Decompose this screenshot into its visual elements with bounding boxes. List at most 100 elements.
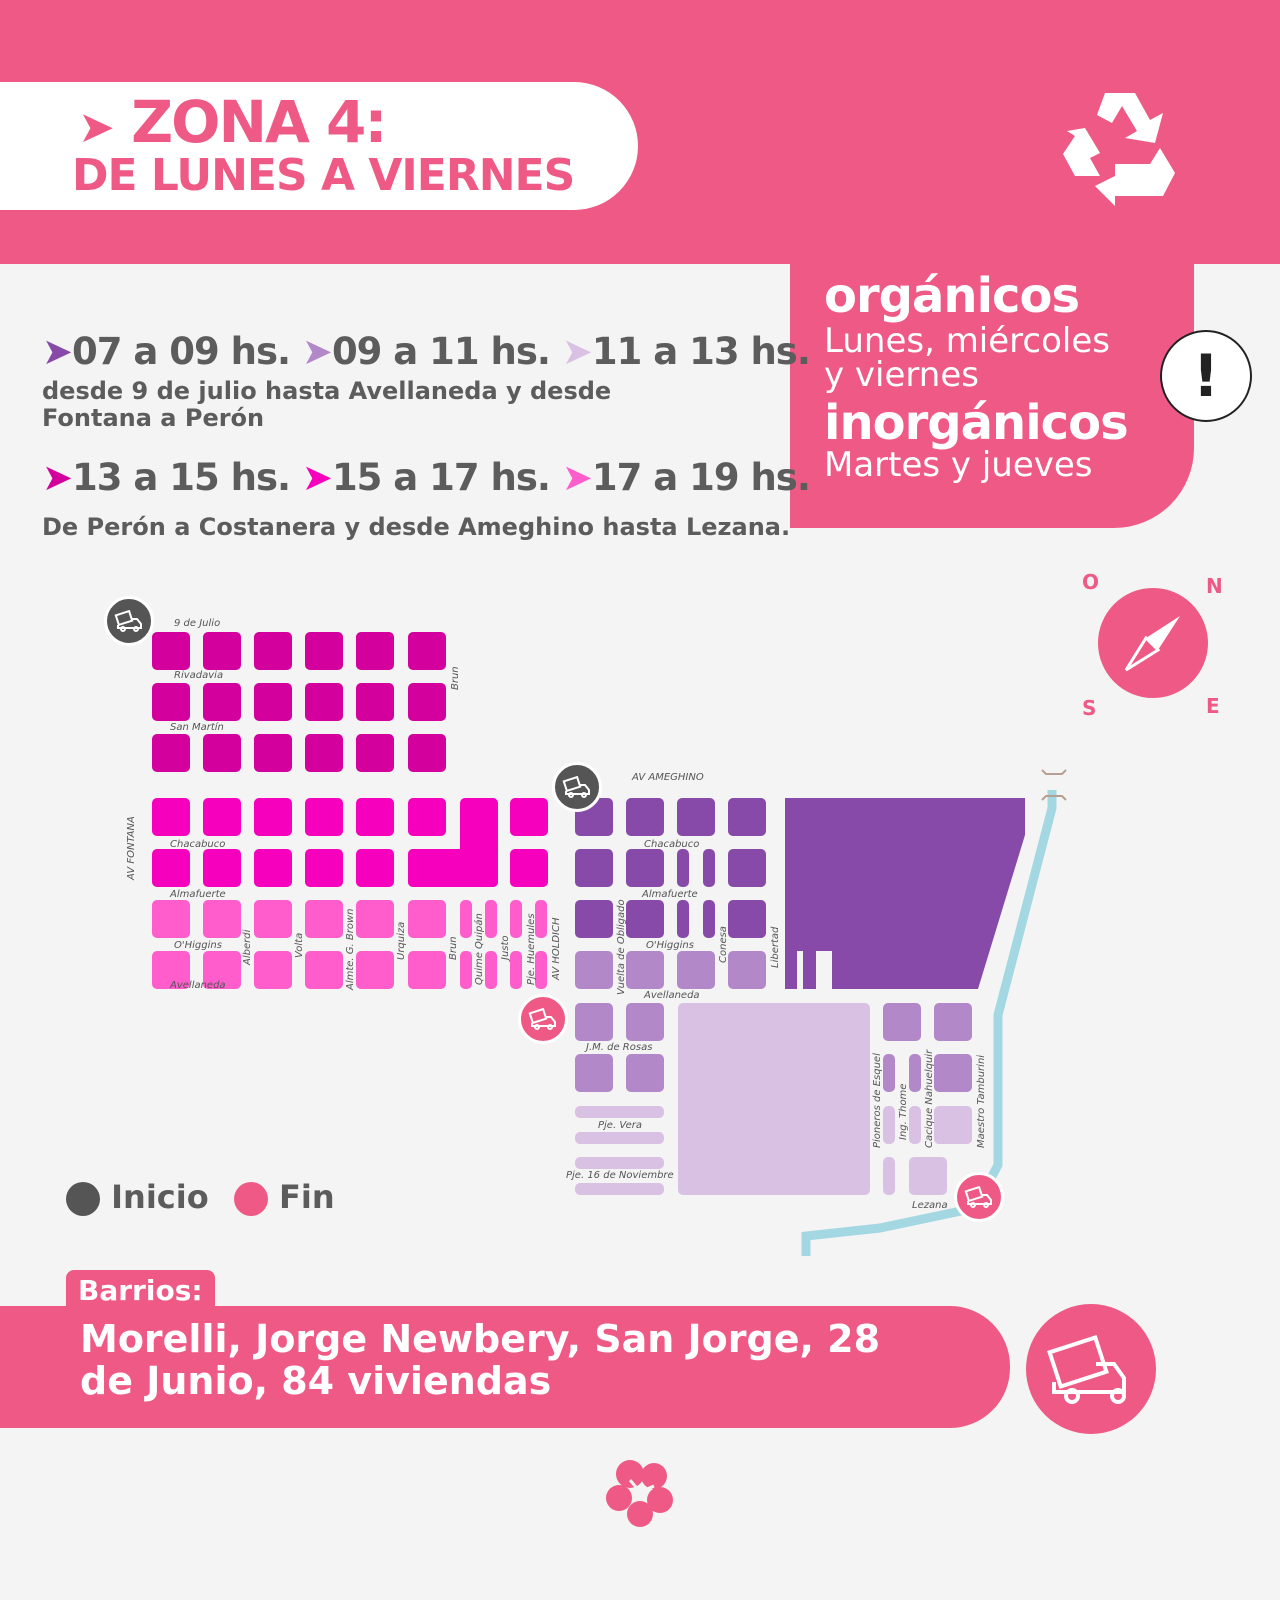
city-block bbox=[152, 849, 190, 887]
city-block bbox=[305, 951, 343, 989]
city-block bbox=[408, 900, 446, 938]
city-block bbox=[356, 734, 394, 772]
title-zone: ZONA 4: bbox=[131, 88, 388, 156]
collection-days: orgánicos Lunes, miércoles y viernes ino… bbox=[824, 268, 1129, 485]
slot: 13 a 15 hs. bbox=[72, 456, 291, 499]
city-block bbox=[510, 798, 548, 836]
organic-title: orgánicos bbox=[824, 268, 1080, 324]
city-block bbox=[460, 900, 472, 938]
street-label: Pje. Vera bbox=[598, 1120, 642, 1131]
street-label: Chacabuco bbox=[644, 839, 700, 850]
legend-end: Fin bbox=[279, 1178, 335, 1216]
street-label: Almafuerte bbox=[642, 889, 698, 900]
city-block bbox=[934, 1003, 972, 1041]
desc-line: desde 9 de julio hasta Avellaneda y desd… bbox=[42, 377, 612, 405]
inorganic-days: Martes y jueves bbox=[824, 445, 1093, 485]
city-block bbox=[152, 683, 190, 721]
street-label: Alberdi bbox=[242, 929, 253, 965]
schedule-row-2: ➤13 a 15 hs. ➤15 a 17 hs. ➤17 a 19 hs. bbox=[42, 456, 811, 499]
compass-west: O bbox=[1082, 570, 1100, 594]
street-label: Lezana bbox=[912, 1200, 948, 1211]
city-block bbox=[575, 1132, 664, 1144]
slot: 11 a 13 hs. bbox=[591, 330, 811, 373]
city-block bbox=[626, 900, 664, 938]
alert-icon: ! bbox=[1160, 330, 1252, 422]
street-label: AV FONTANA bbox=[126, 816, 137, 880]
city-block bbox=[305, 900, 343, 938]
city-block bbox=[575, 1003, 613, 1041]
city-block bbox=[305, 632, 343, 670]
arrow-icon: ➤ bbox=[78, 102, 115, 153]
city-block bbox=[728, 849, 766, 887]
street-label: Pje. 16 de Noviembre bbox=[566, 1170, 674, 1181]
street-label: Avellaneda bbox=[644, 990, 700, 1001]
arrow-icon: ➤ bbox=[42, 330, 73, 373]
city-block bbox=[408, 734, 446, 772]
city-block bbox=[728, 900, 766, 938]
city-block bbox=[408, 798, 446, 836]
street-label: Volta bbox=[294, 932, 305, 958]
city-block bbox=[203, 900, 241, 938]
city-block bbox=[356, 951, 394, 989]
legend-start: Inicio bbox=[111, 1178, 209, 1216]
city-block bbox=[254, 900, 292, 938]
street-label: Vuelta de Obligado bbox=[616, 899, 627, 995]
city-block bbox=[152, 734, 190, 772]
city-block bbox=[883, 1054, 895, 1092]
street-label: San Martín bbox=[170, 722, 224, 733]
start-truck-icon bbox=[66, 1182, 100, 1216]
barrios-label: Barrios: bbox=[66, 1270, 215, 1311]
schedule-row-1: ➤07 a 09 hs. ➤09 a 11 hs. ➤11 a 13 hs. bbox=[42, 330, 811, 373]
city-block bbox=[356, 900, 394, 938]
city-block bbox=[575, 1183, 664, 1195]
garbage-truck-icon bbox=[1026, 1304, 1156, 1434]
city-block bbox=[510, 849, 548, 887]
city-block bbox=[485, 900, 497, 938]
street-label: Libertad bbox=[770, 926, 781, 968]
end-truck-icon bbox=[954, 1172, 1004, 1222]
city-block bbox=[485, 951, 497, 989]
city-block bbox=[305, 798, 343, 836]
city-block bbox=[254, 798, 292, 836]
route-map: 9 de Julio Rivadavia San Martín Brun AV FONT… bbox=[104, 596, 1067, 1256]
city-block bbox=[535, 900, 547, 938]
street-label: Pioneros de Esquel bbox=[872, 1053, 883, 1148]
city-block bbox=[152, 632, 190, 670]
barrios-list: Morelli, Jorge Newbery, San Jorge, 28 de… bbox=[80, 1317, 881, 1403]
title-pill bbox=[0, 82, 638, 210]
city-block bbox=[408, 683, 446, 721]
city-block bbox=[203, 632, 241, 670]
schedule-description-2: De Perón a Costanera y desde Ameghino ha… bbox=[42, 513, 791, 541]
city-block bbox=[575, 1106, 664, 1118]
city-block bbox=[626, 951, 664, 989]
municipal-logo bbox=[604, 1456, 676, 1532]
city-block bbox=[356, 683, 394, 721]
page-subtitle: DE LUNES A VIERNES bbox=[72, 150, 575, 201]
slot: 07 a 09 hs. bbox=[72, 330, 291, 373]
legend: Inicio Fin bbox=[66, 1178, 335, 1216]
city-block bbox=[677, 849, 689, 887]
street-label: Justo bbox=[500, 935, 511, 960]
city-block bbox=[575, 900, 613, 938]
city-block bbox=[535, 951, 547, 989]
street-label: Avellaneda bbox=[170, 980, 226, 991]
street-label: Chacabuco bbox=[170, 839, 226, 850]
city-block bbox=[305, 734, 343, 772]
city-block bbox=[883, 1157, 895, 1195]
city-block bbox=[203, 798, 241, 836]
city-block bbox=[510, 900, 522, 938]
city-block bbox=[254, 683, 292, 721]
desc-line: Fontana a Perón bbox=[42, 404, 265, 432]
street-label: Rivadavia bbox=[174, 670, 224, 681]
city-block bbox=[703, 849, 715, 887]
city-block bbox=[677, 798, 715, 836]
large-block bbox=[785, 798, 1025, 989]
city-block bbox=[883, 1106, 895, 1144]
slot: 17 a 19 hs. bbox=[591, 456, 811, 499]
street-label: 9 de Julio bbox=[174, 618, 221, 629]
city-block bbox=[909, 1106, 921, 1144]
city-block bbox=[909, 1054, 921, 1092]
street-label: J.M. de Rosas bbox=[586, 1042, 653, 1053]
city-block bbox=[203, 734, 241, 772]
street-label: Cacique Nahuelquir bbox=[924, 1049, 935, 1148]
